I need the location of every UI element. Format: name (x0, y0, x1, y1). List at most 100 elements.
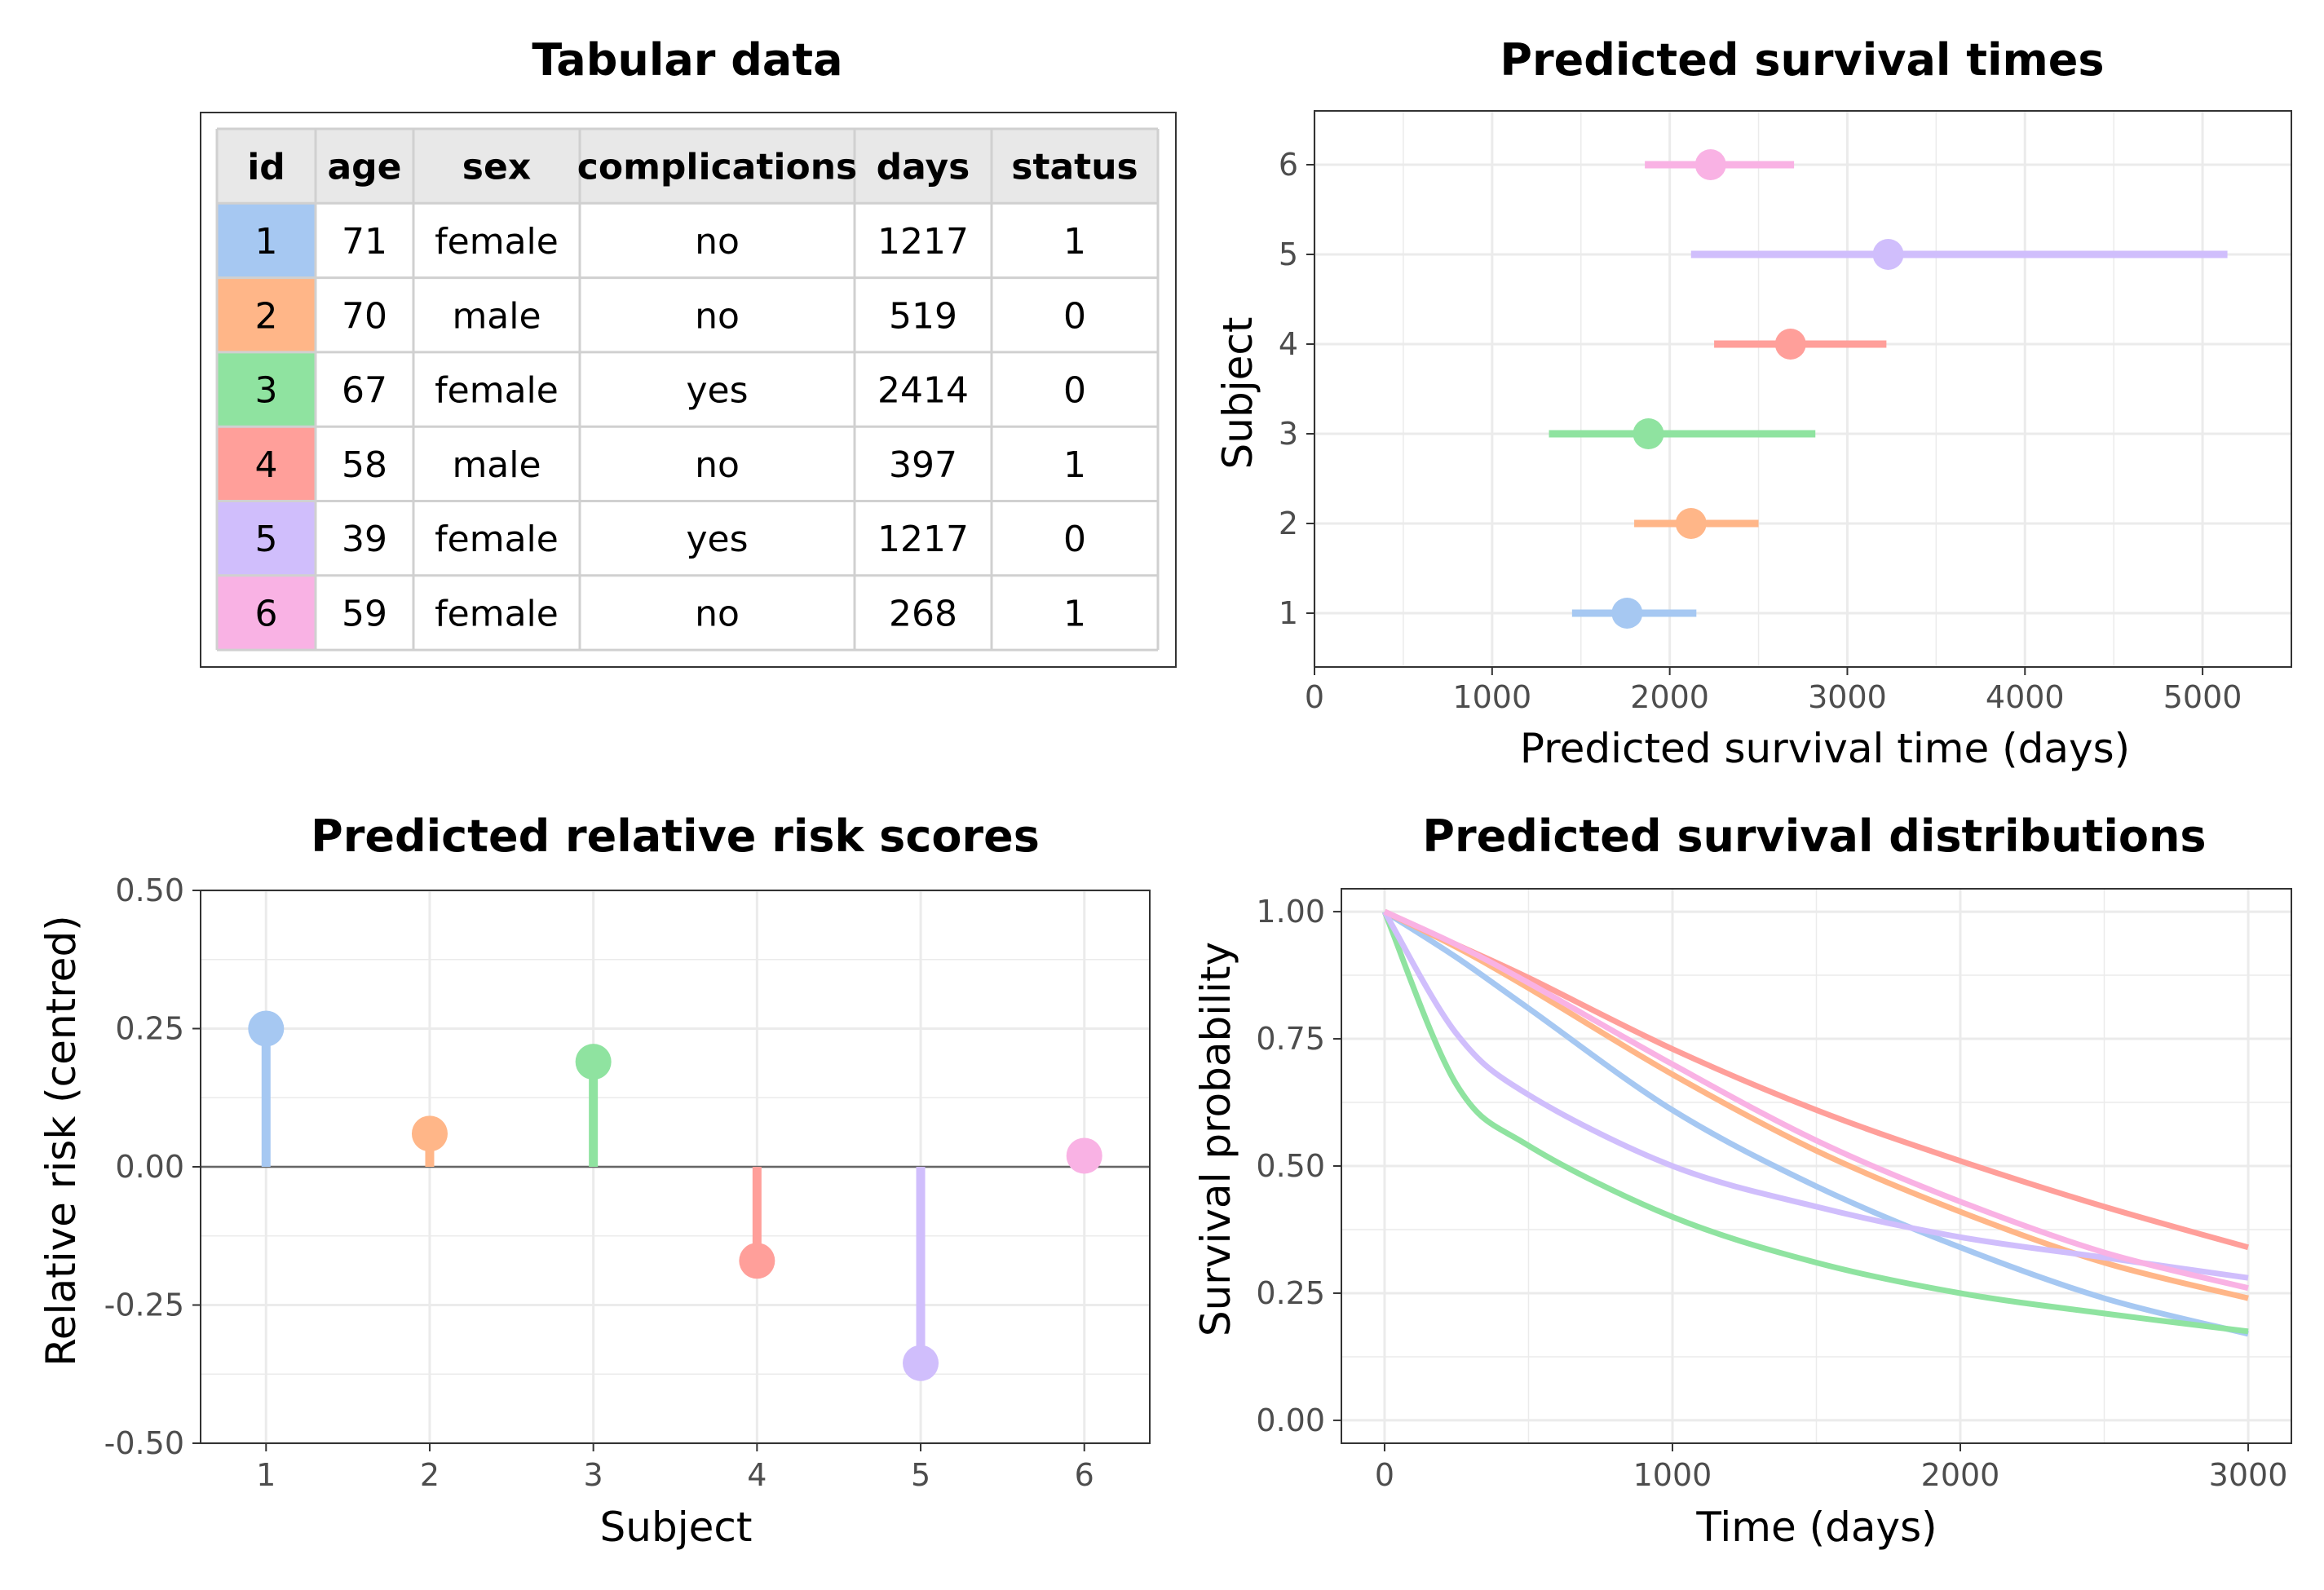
table-cell: 59 (342, 593, 387, 634)
table-cell: 4 (255, 444, 278, 486)
y-tick-label: -0.25 (104, 1287, 184, 1323)
x-tick-label: 5000 (2163, 679, 2242, 715)
x-tick-label: 0 (1305, 679, 1324, 715)
survival-distributions-x-label: Time (days) (1695, 1504, 1937, 1551)
survival-times-y-label: Subject (1214, 317, 1261, 470)
y-tick-label: 2 (1279, 506, 1298, 541)
estimate-point (1633, 418, 1664, 449)
table-cell: 6 (255, 593, 278, 634)
table-cell: 1217 (877, 221, 969, 263)
y-tick-label: 6 (1279, 147, 1298, 183)
x-tick-label: 5 (911, 1457, 930, 1493)
table-cell: no (695, 593, 740, 634)
risk-scores-x-label: Subject (600, 1504, 753, 1551)
survival-times-panel: 0 1000 2000 3000 4000 5000 1 2 3 4 5 6 (1279, 110, 2292, 715)
table-cell: 0 (1063, 519, 1086, 560)
table-cell: female (435, 519, 559, 560)
y-tick-label: 0.25 (115, 1011, 184, 1047)
y-tick-label: 1.00 (1256, 894, 1325, 930)
survival-curve (1383, 908, 2249, 1292)
id-cell-fill (217, 501, 316, 576)
x-tick-label: 1000 (1452, 679, 1531, 715)
table-cell: female (435, 370, 559, 412)
table-cell: male (452, 444, 541, 486)
risk-scores-y-label: Relative risk (centred) (38, 915, 85, 1366)
table-cell: 5 (255, 519, 278, 560)
survival-distributions-y-label: Survival probability (1192, 942, 1239, 1336)
plot-background (1314, 111, 2291, 667)
table-cell: 1 (1063, 444, 1086, 486)
table-cell: no (695, 295, 740, 337)
table-panel: id age sex complications days status 1 71 female… (200, 112, 1177, 668)
survival-distributions-title: Predicted survival distributions (1422, 810, 2206, 862)
survival-curve (1381, 910, 2249, 1281)
estimate-point (1675, 508, 1707, 539)
survival-curve (1381, 910, 2249, 1335)
lollipop-point (575, 1044, 612, 1080)
x-tick-label: 2 (420, 1457, 440, 1493)
y-tick-label: 0.75 (1256, 1021, 1325, 1057)
table-cell: 1217 (877, 519, 969, 560)
y-tick-label: 0.25 (1256, 1275, 1325, 1311)
estimate-point (1872, 239, 1904, 270)
table-column-header: complications (577, 147, 857, 188)
x-tick-label: 6 (1075, 1457, 1094, 1493)
table-column-header: age (327, 147, 401, 188)
x-tick-label: 1 (256, 1457, 276, 1493)
table-cell: 0 (1063, 370, 1086, 412)
risk-scores-title: Predicted relative risk scores (311, 810, 1040, 862)
id-cell-fill (217, 277, 316, 352)
table-cell: 58 (342, 444, 387, 486)
y-tick-label: 0.50 (1256, 1148, 1325, 1184)
x-tick-label: 3000 (2209, 1457, 2288, 1493)
x-tick-label: 0 (1375, 1457, 1394, 1493)
table-cell: 71 (342, 221, 387, 263)
estimate-point (1694, 149, 1726, 180)
x-tick-label: 3 (584, 1457, 603, 1493)
table-cell: 519 (889, 295, 957, 337)
y-tick-label: 3 (1279, 416, 1298, 452)
y-tick-label: 0.00 (115, 1149, 184, 1185)
table-cell: 1 (1063, 221, 1086, 263)
lollipop-point (248, 1010, 285, 1047)
estimate-point (1611, 598, 1643, 629)
y-tick-label: 4 (1279, 326, 1298, 362)
table-cell: 0 (1063, 295, 1086, 337)
table-cell: no (695, 444, 740, 486)
table-column-header: days (877, 147, 970, 188)
table-cell: 67 (342, 370, 387, 412)
table-cell: 2414 (877, 370, 969, 412)
survival-curve (1383, 909, 2249, 1337)
table-cell: 39 (342, 519, 387, 560)
x-tick-label: 3000 (1808, 679, 1887, 715)
x-tick-label: 2000 (1921, 1457, 2000, 1493)
table-cell: 268 (889, 593, 957, 634)
table-header-background (217, 129, 1158, 204)
y-tick-label: 0.50 (115, 872, 184, 908)
table-column-header: sex (462, 147, 531, 188)
id-cell-fill (217, 351, 316, 427)
table-cell: 2 (255, 295, 278, 337)
table-cell: no (695, 221, 740, 263)
id-cell-fill (217, 426, 316, 501)
table-cell: female (435, 221, 559, 263)
table-cell: male (452, 295, 541, 337)
table-cell: yes (686, 370, 748, 412)
lollipop-point (411, 1115, 448, 1152)
id-cell-fill (217, 575, 316, 651)
y-tick-label: 5 (1279, 236, 1298, 272)
risk-scores-panel: 1 2 3 4 5 6 -0.50 -0.25 0.00 0.25 0.50 (104, 872, 1151, 1493)
table-cell: 1 (255, 221, 278, 263)
table-column-header: id (247, 147, 285, 188)
y-tick-label: 0.00 (1256, 1402, 1325, 1438)
survival-times-x-label: Predicted survival time (days) (1520, 725, 2130, 772)
table-cell: 70 (342, 295, 387, 337)
id-cell-fill (217, 203, 316, 278)
table-cell: 397 (889, 444, 957, 486)
x-tick-label: 4000 (1986, 679, 2065, 715)
lollipop-point (739, 1243, 775, 1279)
survival-curve (1383, 908, 2249, 1301)
x-tick-label: 4 (747, 1457, 767, 1493)
x-tick-label: 2000 (1630, 679, 1709, 715)
